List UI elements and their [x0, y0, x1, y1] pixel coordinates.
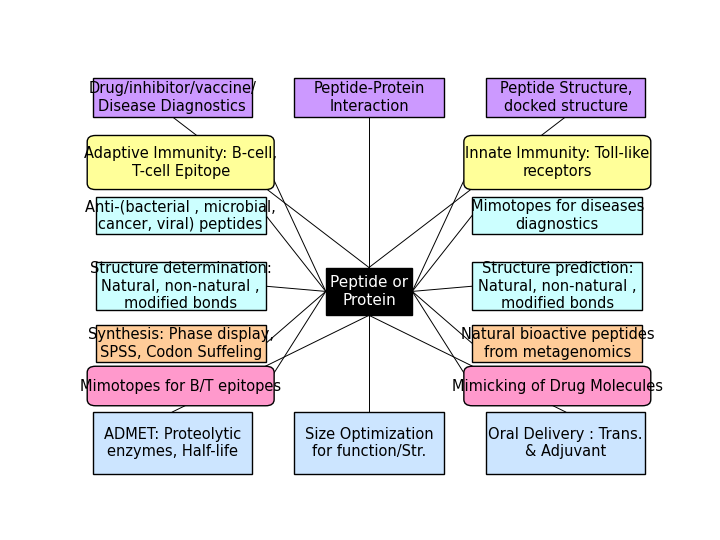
- Text: Peptide Structure,
docked structure: Peptide Structure, docked structure: [500, 81, 632, 113]
- Text: Structure determination:
Natural, non-natural ,
modified bonds: Structure determination: Natural, non-na…: [90, 261, 271, 311]
- FancyBboxPatch shape: [294, 78, 444, 117]
- Text: Mimotopes for B/T epitopes: Mimotopes for B/T epitopes: [80, 379, 282, 394]
- FancyBboxPatch shape: [472, 325, 642, 362]
- Text: Oral Delivery : Trans.
& Adjuvant: Oral Delivery : Trans. & Adjuvant: [488, 427, 643, 460]
- Text: Structure prediction:
Natural, non-natural ,
modified bonds: Structure prediction: Natural, non-natur…: [478, 261, 636, 311]
- Text: Synthesis: Phase display,
SPSS, Codon Suffeling: Synthesis: Phase display, SPSS, Codon Su…: [88, 327, 274, 360]
- FancyBboxPatch shape: [87, 366, 274, 406]
- FancyBboxPatch shape: [96, 262, 266, 310]
- FancyBboxPatch shape: [325, 267, 413, 315]
- Text: Anti-(bacterial , microbial,
cancer, viral) peptides: Anti-(bacterial , microbial, cancer, vir…: [85, 199, 276, 232]
- Text: ADMET: Proteolytic
enzymes, Half-life: ADMET: Proteolytic enzymes, Half-life: [104, 427, 241, 460]
- FancyBboxPatch shape: [472, 262, 642, 310]
- Text: Adaptive Immunity: B-cell,
T-cell Epitope: Adaptive Immunity: B-cell, T-cell Epitop…: [84, 146, 277, 179]
- Text: Mimotopes for diseases
diagnostics: Mimotopes for diseases diagnostics: [471, 199, 644, 232]
- FancyBboxPatch shape: [464, 366, 651, 406]
- FancyBboxPatch shape: [87, 136, 274, 190]
- Text: Innate Immunity: Toll-like
receptors: Innate Immunity: Toll-like receptors: [465, 146, 649, 179]
- FancyBboxPatch shape: [464, 136, 651, 190]
- Text: Drug/inhibitor/vaccine/
Disease Diagnostics: Drug/inhibitor/vaccine/ Disease Diagnost…: [89, 81, 256, 113]
- FancyBboxPatch shape: [93, 412, 252, 474]
- FancyBboxPatch shape: [486, 78, 645, 117]
- Text: Peptide or
Protein: Peptide or Protein: [330, 275, 408, 308]
- Text: Peptide-Protein
Interaction: Peptide-Protein Interaction: [313, 81, 425, 113]
- FancyBboxPatch shape: [96, 325, 266, 362]
- Text: Mimicking of Drug Molecules: Mimicking of Drug Molecules: [452, 379, 663, 394]
- FancyBboxPatch shape: [472, 197, 642, 234]
- FancyBboxPatch shape: [294, 412, 444, 474]
- Text: Natural bioactive peptides
from metagenomics: Natural bioactive peptides from metageno…: [461, 327, 654, 360]
- Text: Size Optimization
for function/Str.: Size Optimization for function/Str.: [305, 427, 433, 460]
- FancyBboxPatch shape: [96, 197, 266, 234]
- FancyBboxPatch shape: [486, 412, 645, 474]
- FancyBboxPatch shape: [93, 78, 252, 117]
